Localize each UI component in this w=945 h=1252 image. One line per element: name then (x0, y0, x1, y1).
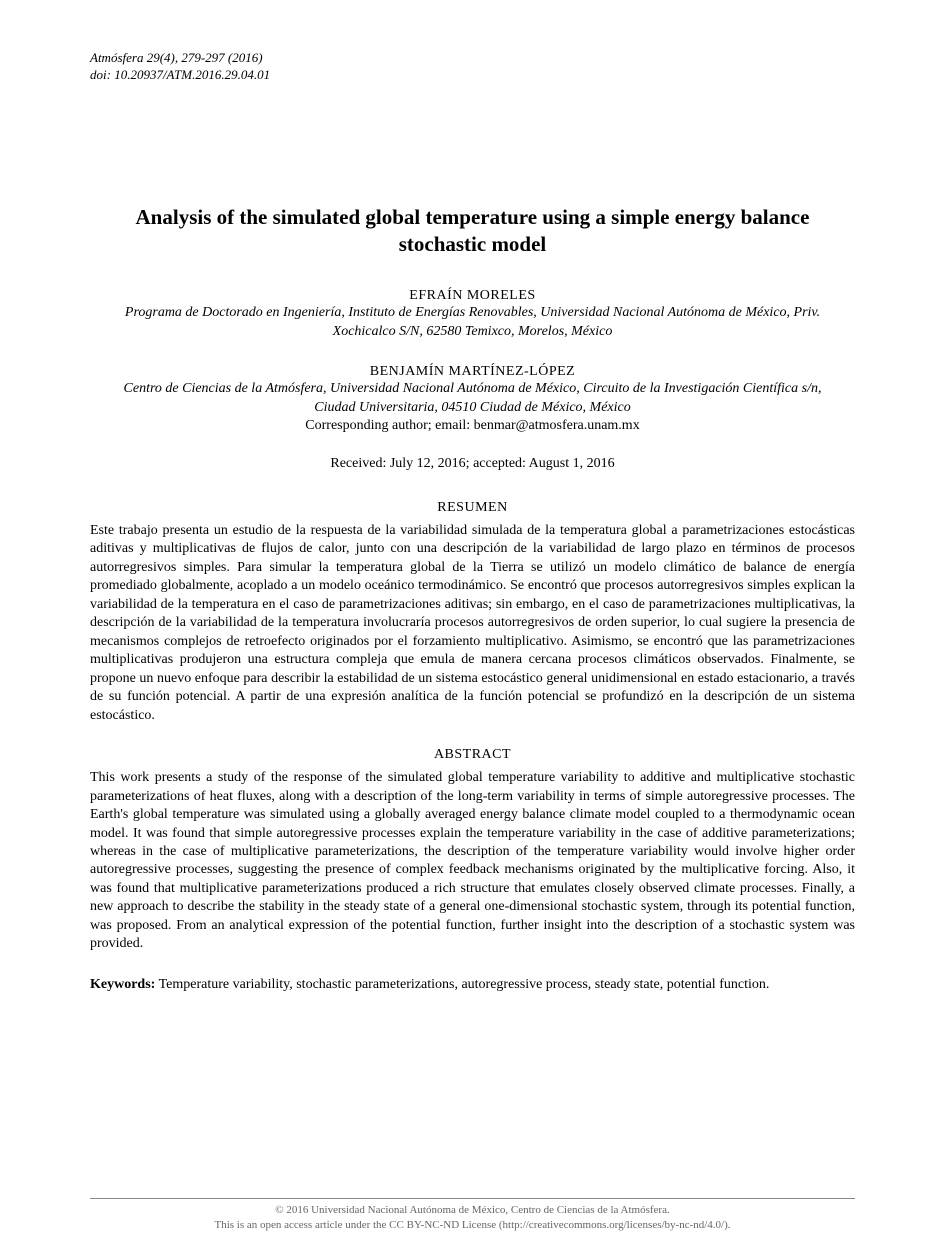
journal-reference: Atmósfera 29(4), 279-297 (2016) doi: 10.… (90, 50, 855, 84)
keywords-text: Temperature variability, stochastic para… (155, 977, 769, 992)
keywords-label: Keywords: (90, 977, 155, 992)
corresponding-author: Corresponding author; email: benmar@atmo… (90, 418, 855, 434)
footer: © 2016 Universidad Nacional Autónoma de … (90, 1198, 855, 1232)
author-name: EFRAÍN MORELES (90, 288, 855, 304)
author-affiliation: Programa de Doctorado en Ingeniería, Ins… (90, 304, 855, 342)
abstract-heading: ABSTRACT (90, 747, 855, 763)
copyright-line: © 2016 Universidad Nacional Autónoma de … (90, 1203, 855, 1217)
license-line: This is an open access article under the… (90, 1218, 855, 1232)
paper-title: Analysis of the simulated global tempera… (90, 204, 855, 259)
author-block-2: BENJAMÍN MARTÍNEZ-LÓPEZ Centro de Cienci… (90, 364, 855, 434)
author-affiliation: Centro de Ciencias de la Atmósfera, Univ… (90, 380, 855, 418)
resumen-heading: RESUMEN (90, 500, 855, 516)
author-name: BENJAMÍN MARTÍNEZ-LÓPEZ (90, 364, 855, 380)
abstract-text: This work presents a study of the respon… (90, 769, 855, 954)
journal-doi: doi: 10.20937/ATM.2016.29.04.01 (90, 67, 855, 84)
resumen-text: Este trabajo presenta un estudio de la r… (90, 522, 855, 725)
keywords-block: Keywords: Temperature variability, stoch… (90, 976, 855, 995)
author-block-1: EFRAÍN MORELES Programa de Doctorado en … (90, 288, 855, 342)
submission-dates: Received: July 12, 2016; accepted: Augus… (90, 456, 855, 472)
journal-citation: Atmósfera 29(4), 279-297 (2016) (90, 50, 855, 67)
